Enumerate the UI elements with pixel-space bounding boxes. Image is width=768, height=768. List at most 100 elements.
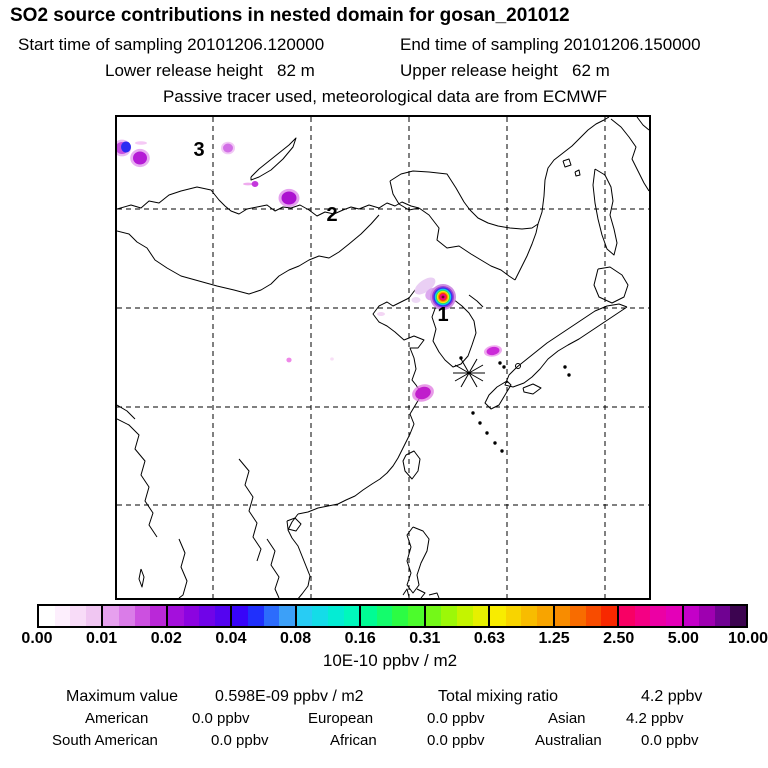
colorbar-tick-label: 10.00: [727, 630, 768, 647]
colorbar-tick-label: 0.16: [344, 630, 376, 647]
tracer-info-text: Passive tracer used, meteorological data…: [162, 87, 608, 106]
colorbar-cell: [521, 606, 537, 626]
coastline: [610, 118, 649, 192]
colorbar-segment: [490, 606, 555, 626]
concentration-blob: [414, 277, 436, 295]
colorbar-segment: [103, 606, 168, 626]
colorbar-cell: [537, 606, 553, 626]
plume-age-label: 2: [326, 204, 337, 226]
colorbar-cell: [119, 606, 135, 626]
colorbar-cell: [570, 606, 586, 626]
colorbar-segment: [683, 606, 746, 626]
coastline: [522, 383, 542, 395]
total-mixing-ratio-label: Total mixing ratio: [438, 688, 559, 705]
colorbar-tick-label: 0.08: [279, 630, 312, 647]
colorbar-cell: [472, 606, 489, 626]
max-value-label: Maximum value: [66, 688, 179, 705]
island-dot: [502, 365, 506, 369]
colorbar-cell: [392, 606, 409, 626]
coastline: [117, 214, 380, 295]
colorbar-tick-label: 0.31: [409, 630, 441, 647]
colorbar-cell: [103, 606, 120, 626]
colorbar-cell: [456, 606, 473, 626]
region-value: 0.0 ppbv: [192, 710, 250, 727]
island-dot: [478, 421, 482, 425]
coastline: [286, 517, 302, 532]
coastline: [389, 117, 610, 230]
coastline: [416, 588, 426, 598]
colorbar-tick-label: 0.02: [150, 630, 182, 647]
region-name: Australian: [535, 732, 602, 749]
coastline: [431, 293, 477, 368]
colorbar-cell: [214, 606, 231, 626]
concentration-blob: [121, 141, 131, 153]
coastline: [562, 158, 572, 168]
colorbar-cell: [619, 606, 635, 626]
colorbar-segment: [167, 606, 233, 626]
colorbar-cell: [441, 606, 457, 626]
coastline: [117, 404, 136, 420]
concentration-blob: [411, 297, 421, 303]
colorbar-cell: [425, 606, 442, 626]
colorbar-segment: [361, 606, 426, 626]
colorbar-cell: [585, 606, 602, 626]
colorbar-cell: [730, 606, 746, 626]
start-time-text: Start time of sampling 20101206.120000: [18, 35, 325, 54]
colorbar-cell: [150, 606, 166, 626]
colorbar-cell: [232, 606, 248, 626]
colorbar-cell: [343, 606, 360, 626]
coastline: [117, 186, 420, 217]
colorbar-cell: [328, 606, 344, 626]
colorbar-segment: [39, 606, 104, 626]
colorbar-cell: [361, 606, 377, 626]
colorbar-cell: [699, 606, 715, 626]
region-value: 0.0 ppbv: [641, 732, 699, 749]
figure-title: SO2 source contributions in nested domai…: [10, 5, 570, 26]
colorbar-tick-label: 0.00: [21, 630, 53, 647]
island-outline: [515, 363, 521, 369]
coastline: [593, 266, 629, 304]
colorbar-cell: [650, 606, 666, 626]
colorbar-cell: [70, 606, 86, 626]
colorbar: [37, 604, 748, 628]
receptor-marker-icon: [453, 358, 485, 388]
coastline: [117, 418, 158, 538]
coastline: [504, 303, 628, 388]
plume-age-label: 3: [193, 139, 204, 161]
coastline: [468, 294, 484, 308]
concentration-blob: [223, 143, 233, 153]
colorbar-cell: [634, 606, 651, 626]
coastline: [428, 592, 440, 598]
island-dot: [471, 411, 475, 415]
coastline: [402, 588, 410, 598]
region-value: 0.0 ppbv: [427, 732, 485, 749]
colorbar-cell: [665, 606, 682, 626]
max-value: 0.598E-09 ppbv / m2: [215, 688, 364, 705]
coastline: [178, 538, 188, 598]
region-name: European: [308, 710, 374, 727]
concentration-blob: [377, 312, 385, 316]
coastline: [266, 538, 280, 598]
colorbar-cell: [296, 606, 313, 626]
coastline: [389, 180, 420, 211]
region-value: 0.0 ppbv: [427, 710, 485, 727]
colorbar-tick-label: 0.63: [473, 630, 506, 647]
colorbar-unit-label: 10E-10 ppbv / m2: [322, 651, 458, 670]
colorbar-segment: [425, 606, 491, 626]
island-dot: [563, 365, 567, 369]
island-dot: [500, 449, 504, 453]
lower-release-height-text: Lower release height 82 m: [105, 61, 315, 80]
region-name: South American: [52, 732, 158, 749]
concentration-blob: [135, 141, 147, 145]
plume-age-label: 1: [437, 304, 448, 326]
colorbar-cell: [554, 606, 571, 626]
colorbar-tick-label: 1.25: [538, 630, 570, 647]
colorbar-cell: [490, 606, 506, 626]
colorbar-cell: [279, 606, 295, 626]
island-dot: [567, 373, 571, 377]
hotspot-ring: [441, 295, 445, 299]
colorbar-cell: [134, 606, 151, 626]
region-value: 4.2 ppbv: [626, 710, 684, 727]
map-svg: 3 2 1: [117, 117, 649, 598]
colorbar-tick-label: 0.04: [215, 630, 247, 647]
